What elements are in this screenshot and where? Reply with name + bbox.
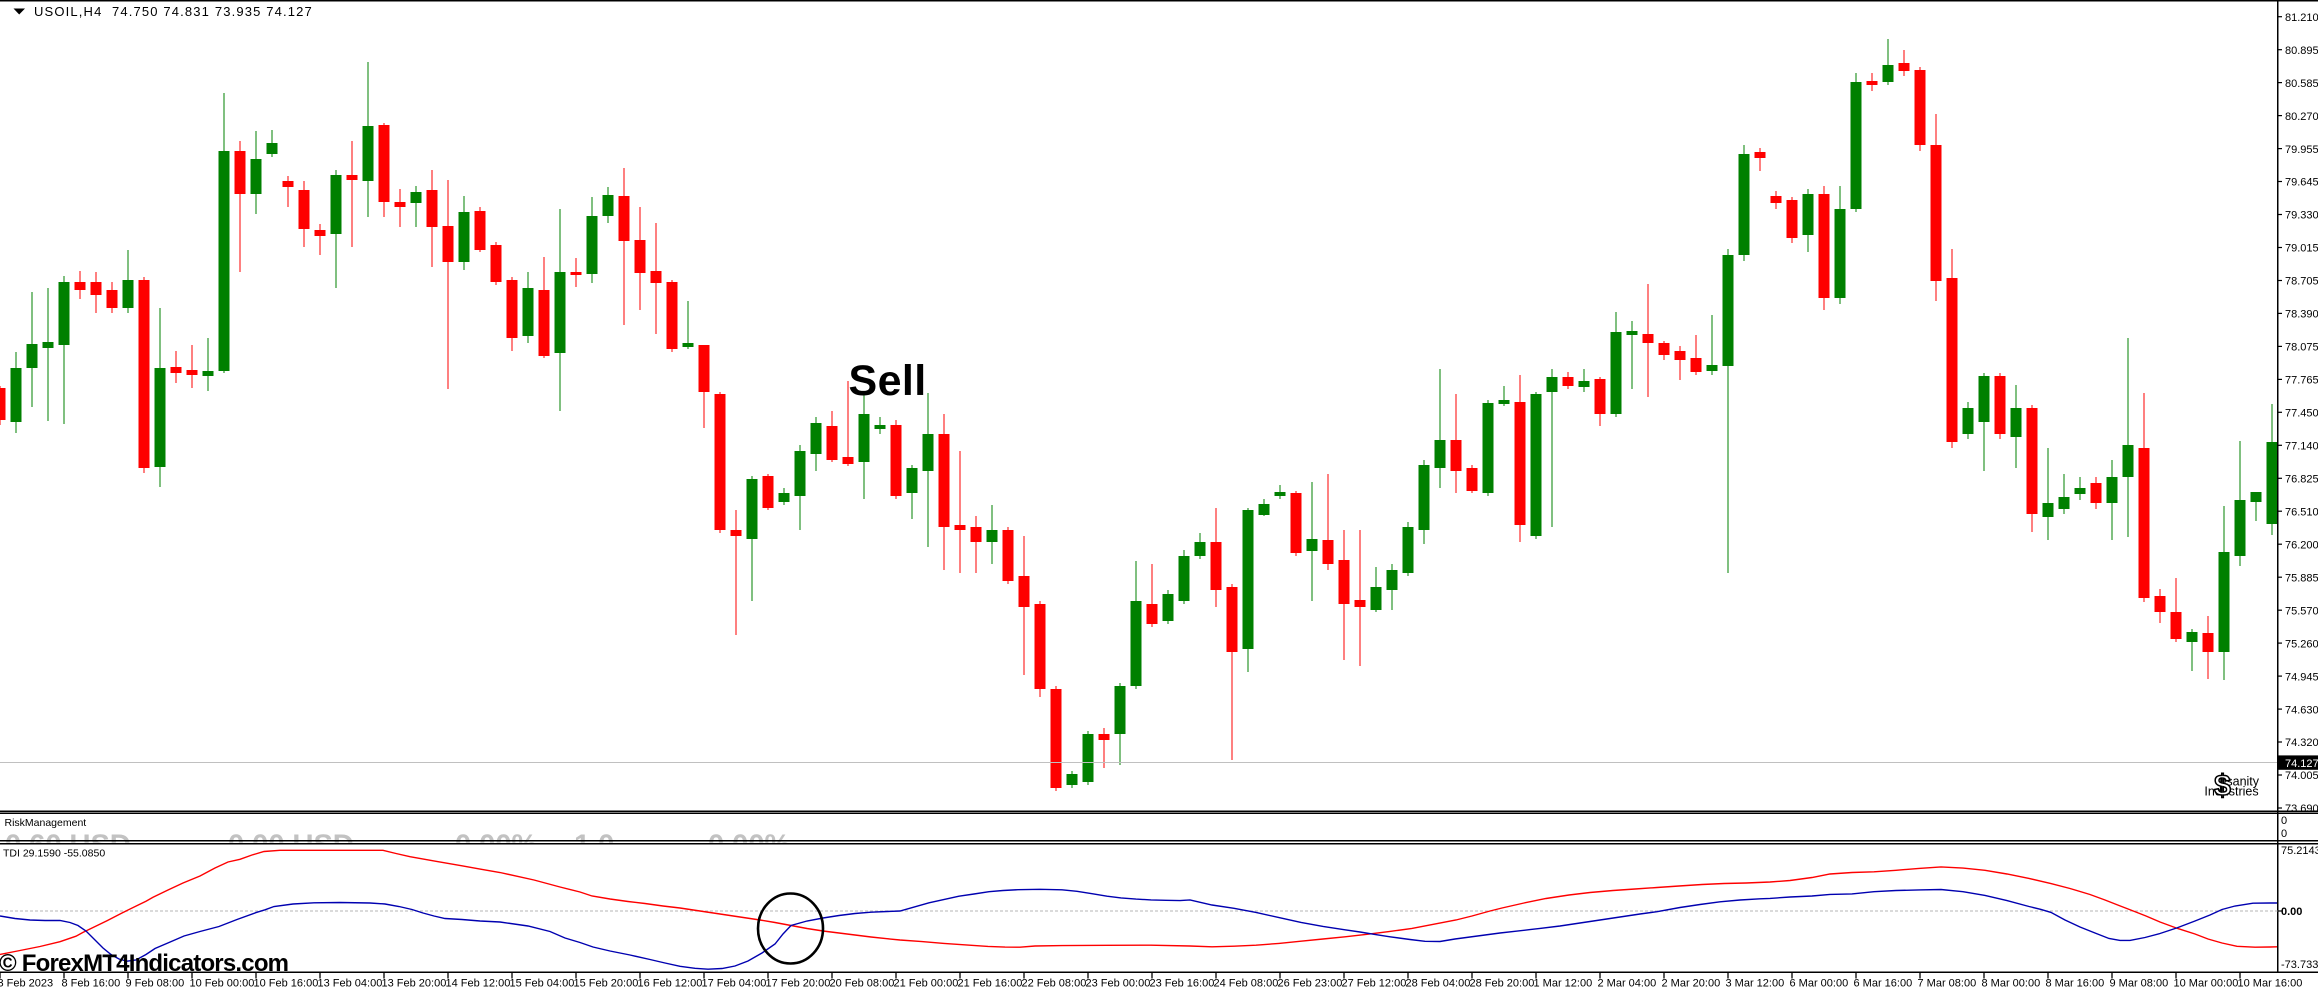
svg-text:8 Mar 16:00: 8 Mar 16:00	[2046, 978, 2105, 989]
svg-text:15 Feb 20:00: 15 Feb 20:00	[574, 978, 639, 989]
svg-text:81.210: 81.210	[2285, 12, 2318, 24]
svg-text:1 Mar 12:00: 1 Mar 12:00	[1534, 978, 1593, 989]
svg-text:77.450: 77.450	[2285, 408, 2318, 420]
svg-text:14 Feb 12:00: 14 Feb 12:00	[446, 978, 511, 989]
svg-text:23 Feb 16:00: 23 Feb 16:00	[1150, 978, 1215, 989]
svg-text:0.00: 0.00	[2281, 906, 2302, 918]
svg-text:80.895: 80.895	[2285, 45, 2318, 57]
svg-text:28 Feb 04:00: 28 Feb 04:00	[1406, 978, 1471, 989]
svg-text:1.0: 1.0	[574, 830, 614, 862]
svg-text:76.825: 76.825	[2285, 474, 2318, 486]
svg-text:© ForexMT4Indicators.com: © ForexMT4Indicators.com	[0, 950, 288, 977]
svg-text:77.765: 77.765	[2285, 375, 2318, 387]
svg-text:80.270: 80.270	[2285, 111, 2318, 123]
svg-text:16 Feb 12:00: 16 Feb 12:00	[638, 978, 703, 989]
svg-text:17 Feb 04:00: 17 Feb 04:00	[702, 978, 767, 989]
svg-text:9 Mar 08:00: 9 Mar 08:00	[2110, 978, 2169, 989]
svg-text:24 Feb 08:00: 24 Feb 08:00	[1214, 978, 1279, 989]
svg-text:20 Feb 08:00: 20 Feb 08:00	[830, 978, 895, 989]
svg-text:21 Feb 00:00: 21 Feb 00:00	[894, 978, 959, 989]
svg-text:2 Mar 04:00: 2 Mar 04:00	[1598, 978, 1657, 989]
svg-text:78.390: 78.390	[2285, 309, 2318, 321]
svg-text:10 Mar 16:00: 10 Mar 16:00	[2238, 978, 2303, 989]
svg-text:2 Mar 20:00: 2 Mar 20:00	[1662, 978, 1721, 989]
svg-text:13 Feb 04:00: 13 Feb 04:00	[318, 978, 383, 989]
svg-text:75.260: 75.260	[2285, 638, 2318, 650]
svg-text:10 Feb 16:00: 10 Feb 16:00	[254, 978, 319, 989]
svg-text:76.200: 76.200	[2285, 539, 2318, 551]
svg-text:75.885: 75.885	[2285, 572, 2318, 584]
svg-text:0: 0	[2281, 828, 2287, 840]
svg-text:8 Mar 00:00: 8 Mar 00:00	[1982, 978, 2041, 989]
svg-text:78.705: 78.705	[2285, 276, 2318, 288]
svg-text:28 Feb 20:00: 28 Feb 20:00	[1470, 978, 1535, 989]
svg-text:74.005: 74.005	[2285, 770, 2318, 782]
svg-text:0.00 USD: 0.00 USD	[228, 830, 354, 862]
svg-text:6 Mar 16:00: 6 Mar 16:00	[1854, 978, 1913, 989]
svg-text:0.00%: 0.00%	[455, 830, 537, 862]
svg-text:3 Mar 12:00: 3 Mar 12:00	[1726, 978, 1785, 989]
svg-text:USOIL,H4 74.750 74.831 73.935: USOIL,H4 74.750 74.831 73.935 74.127	[34, 4, 313, 19]
svg-text:Insanity: Insanity	[2216, 775, 2260, 789]
svg-text:3 Feb 2023: 3 Feb 2023	[0, 978, 53, 989]
svg-text:10 Feb 00:00: 10 Feb 00:00	[190, 978, 255, 989]
svg-text:75.570: 75.570	[2285, 605, 2318, 617]
svg-text:0.60 USD: 0.60 USD	[5, 830, 131, 862]
svg-text:23 Feb 00:00: 23 Feb 00:00	[1086, 978, 1151, 989]
svg-text:6 Mar 00:00: 6 Mar 00:00	[1790, 978, 1849, 989]
svg-text:$: $	[2214, 770, 2231, 803]
svg-text:17 Feb 20:00: 17 Feb 20:00	[766, 978, 831, 989]
svg-text:7 Mar 08:00: 7 Mar 08:00	[1918, 978, 1977, 989]
svg-text:79.015: 79.015	[2285, 243, 2318, 255]
svg-text:74.127: 74.127	[2285, 758, 2318, 770]
svg-text:Sell: Sell	[849, 357, 927, 405]
svg-text:0.00%: 0.00%	[708, 830, 790, 862]
svg-text:0: 0	[2281, 815, 2287, 827]
svg-text:79.955: 79.955	[2285, 144, 2318, 156]
svg-text:8 Feb 16:00: 8 Feb 16:00	[62, 978, 121, 989]
svg-text:80.585: 80.585	[2285, 78, 2318, 90]
svg-text:76.510: 76.510	[2285, 506, 2318, 518]
svg-text:RiskManagement: RiskManagement	[5, 817, 87, 829]
svg-text:10 Mar 00:00: 10 Mar 00:00	[2174, 978, 2239, 989]
svg-text:73.690: 73.690	[2285, 803, 2318, 815]
svg-text:-73.7334: -73.7334	[2281, 959, 2318, 971]
svg-text:26 Feb 23:00: 26 Feb 23:00	[1278, 978, 1343, 989]
svg-text:15 Feb 04:00: 15 Feb 04:00	[510, 978, 575, 989]
svg-text:77.140: 77.140	[2285, 441, 2318, 453]
svg-text:74.630: 74.630	[2285, 704, 2318, 716]
svg-text:75.2143: 75.2143	[2281, 845, 2318, 857]
svg-text:74.320: 74.320	[2285, 737, 2318, 749]
svg-text:79.330: 79.330	[2285, 210, 2318, 222]
svg-text:Industries: Industries	[2204, 785, 2258, 799]
svg-text:78.075: 78.075	[2285, 342, 2318, 354]
svg-text:22 Feb 08:00: 22 Feb 08:00	[1022, 978, 1087, 989]
svg-text:21 Feb 16:00: 21 Feb 16:00	[958, 978, 1023, 989]
svg-text:79.645: 79.645	[2285, 177, 2318, 189]
svg-text:13 Feb 20:00: 13 Feb 20:00	[382, 978, 447, 989]
svg-text:TDI 29.1590 -55.0850: TDI 29.1590 -55.0850	[3, 848, 105, 860]
svg-text:9 Feb 08:00: 9 Feb 08:00	[126, 978, 185, 989]
svg-text:74.945: 74.945	[2285, 671, 2318, 683]
svg-text:27 Feb 12:00: 27 Feb 12:00	[1342, 978, 1407, 989]
